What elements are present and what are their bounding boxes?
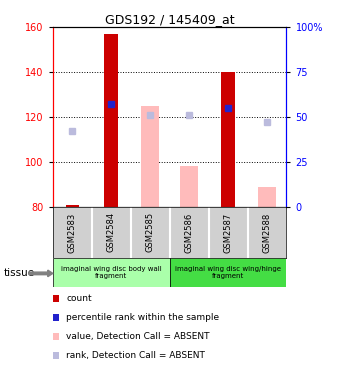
- Text: imaginal wing disc body wall
fragment: imaginal wing disc body wall fragment: [61, 266, 162, 279]
- Bar: [258, 187, 276, 207]
- Bar: [142, 106, 159, 207]
- Text: value, Detection Call = ABSENT: value, Detection Call = ABSENT: [66, 332, 210, 341]
- Bar: [180, 167, 198, 207]
- Text: GSM2586: GSM2586: [184, 212, 194, 253]
- Text: rank, Detection Call = ABSENT: rank, Detection Call = ABSENT: [66, 351, 205, 360]
- Text: percentile rank within the sample: percentile rank within the sample: [66, 313, 220, 322]
- Bar: [53, 258, 169, 287]
- Text: GSM2587: GSM2587: [224, 212, 233, 253]
- Bar: [65, 205, 79, 207]
- Title: GDS192 / 145409_at: GDS192 / 145409_at: [105, 13, 235, 26]
- Text: imaginal wing disc wing/hinge
fragment: imaginal wing disc wing/hinge fragment: [175, 266, 281, 279]
- Text: GSM2584: GSM2584: [107, 212, 116, 253]
- Text: GSM2583: GSM2583: [68, 212, 77, 253]
- Text: GSM2588: GSM2588: [263, 212, 271, 253]
- Bar: [221, 72, 235, 207]
- Text: count: count: [66, 294, 92, 303]
- Text: tissue: tissue: [3, 268, 34, 279]
- Text: GSM2585: GSM2585: [146, 212, 155, 253]
- Bar: [104, 34, 118, 207]
- Bar: [169, 258, 286, 287]
